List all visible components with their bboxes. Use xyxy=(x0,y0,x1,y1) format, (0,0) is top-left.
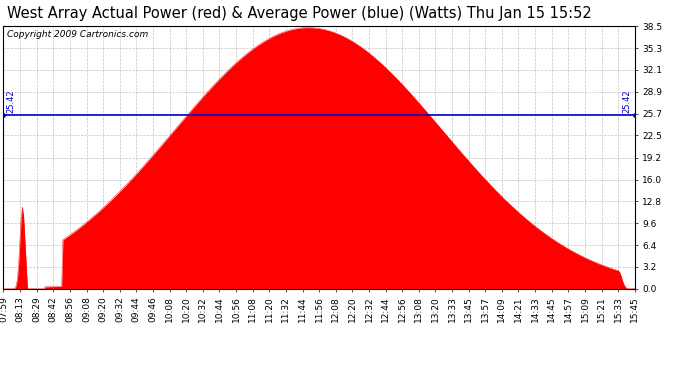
Text: 25.42: 25.42 xyxy=(7,89,16,113)
Text: 25.42: 25.42 xyxy=(622,89,631,113)
Text: Copyright 2009 Cartronics.com: Copyright 2009 Cartronics.com xyxy=(7,30,148,39)
Text: West Array Actual Power (red) & Average Power (blue) (Watts) Thu Jan 15 15:52: West Array Actual Power (red) & Average … xyxy=(7,6,591,21)
